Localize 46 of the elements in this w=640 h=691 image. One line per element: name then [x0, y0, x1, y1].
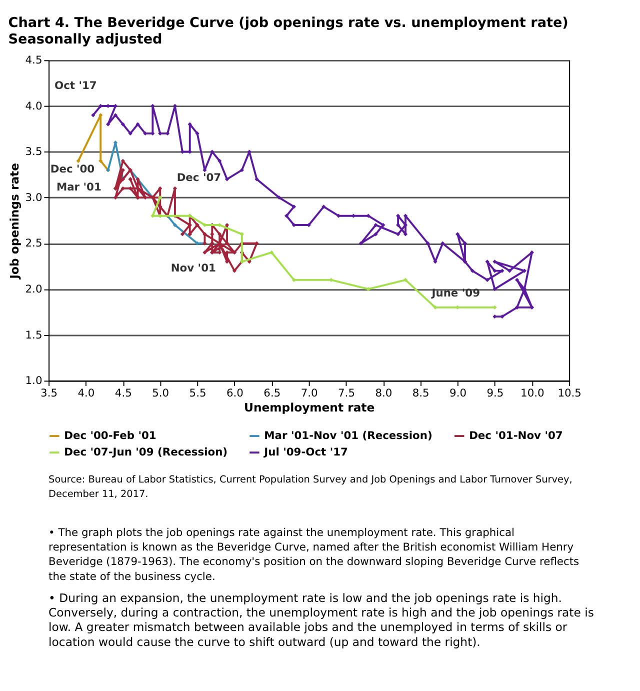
text: • During an expansion, the unemployment rate is low and the job openings rate is high. Conversely, during a contraction, the unemployment rate is high and the job openings rate is low. A greater mismatch between available jobs and the unemployed in terms of skills or location would cause the curve to shift outward (up and toward the right). [48, 591, 594, 649]
point [366, 287, 370, 292]
x-tick-label: 7.0 [300, 386, 318, 400]
y-tick-label: 2.0 [25, 282, 42, 296]
point [172, 222, 178, 228]
x-tick-label: 6.5 [264, 386, 281, 400]
x-tick-label: 5.5 [189, 386, 206, 400]
annotation: June '09 [430, 286, 480, 300]
y-tick-label: 1.0 [25, 374, 42, 388]
x-axis-title: Unemployment rate [244, 400, 375, 414]
chart-title: Chart 4. The Beveridge Curve (job openings rate vs. unemployment rate) [8, 15, 568, 32]
x-tick-label: 10.0 [520, 386, 544, 400]
x-tick-label: 10.5 [558, 386, 582, 400]
y-tick-label: 3.0 [25, 190, 42, 204]
y-axis-title: Job openings rate [7, 162, 22, 280]
source-note: Source: Bureau of Labor Statistics, Current Population Survey and Job Openings and Labor Turnover Survey, December 11, 2017. [48, 474, 572, 500]
x-tick-label: 6.0 [226, 386, 244, 400]
annotation: Dec '07 [176, 171, 222, 184]
annotation: Nov '01 [170, 261, 216, 274]
text: • The graph plots the job openings rate against the unemployment rate. This graphical representation is known as the Beveridge Curve, named after the British economist William Henry Beveridge (1879-1963). The economy's position on the downward sloping Beveridge Curve reflects the state of the business cycle. [48, 526, 580, 583]
point [329, 278, 334, 282]
x-tick-label: 8.5 [412, 386, 430, 400]
x-tick-label: 3.5 [40, 386, 58, 400]
legend-label: Jul '09-Oct '17 [263, 445, 348, 458]
x-tick-label: 7.5 [338, 386, 355, 400]
legend-label: Dec '00-Feb '01 [64, 428, 156, 442]
y-tick-label: 2.5 [25, 236, 42, 250]
y-tick-label: 4.5 [25, 54, 42, 67]
x-tick-label: 4.5 [114, 386, 132, 400]
y-tick-label: 3.5 [25, 145, 42, 158]
annotation: Mar '01 [56, 180, 102, 194]
y-tick-label: 1.5 [25, 328, 42, 342]
x-tick-label: 4.0 [78, 386, 95, 400]
y-tick-label: 4.0 [25, 99, 42, 112]
x-tick-label: 5.0 [152, 386, 170, 400]
x-tick-label: 8.0 [375, 386, 392, 400]
point [76, 158, 80, 163]
x-tick-label: 9.5 [486, 386, 504, 400]
chart-subtitle: Seasonally adjusted [8, 32, 162, 48]
legend-label: Mar '01-Nov '01 (Recession) [264, 428, 432, 442]
legend-label: Dec '07-Jun '09 (Recession) [64, 445, 228, 458]
annotation: Dec '00 [50, 162, 95, 176]
point [270, 250, 274, 255]
annotation: Oct '17 [54, 78, 97, 92]
legend-label: Dec '01-Nov '07 [469, 428, 563, 442]
x-tick-label: 9.0 [450, 386, 467, 400]
